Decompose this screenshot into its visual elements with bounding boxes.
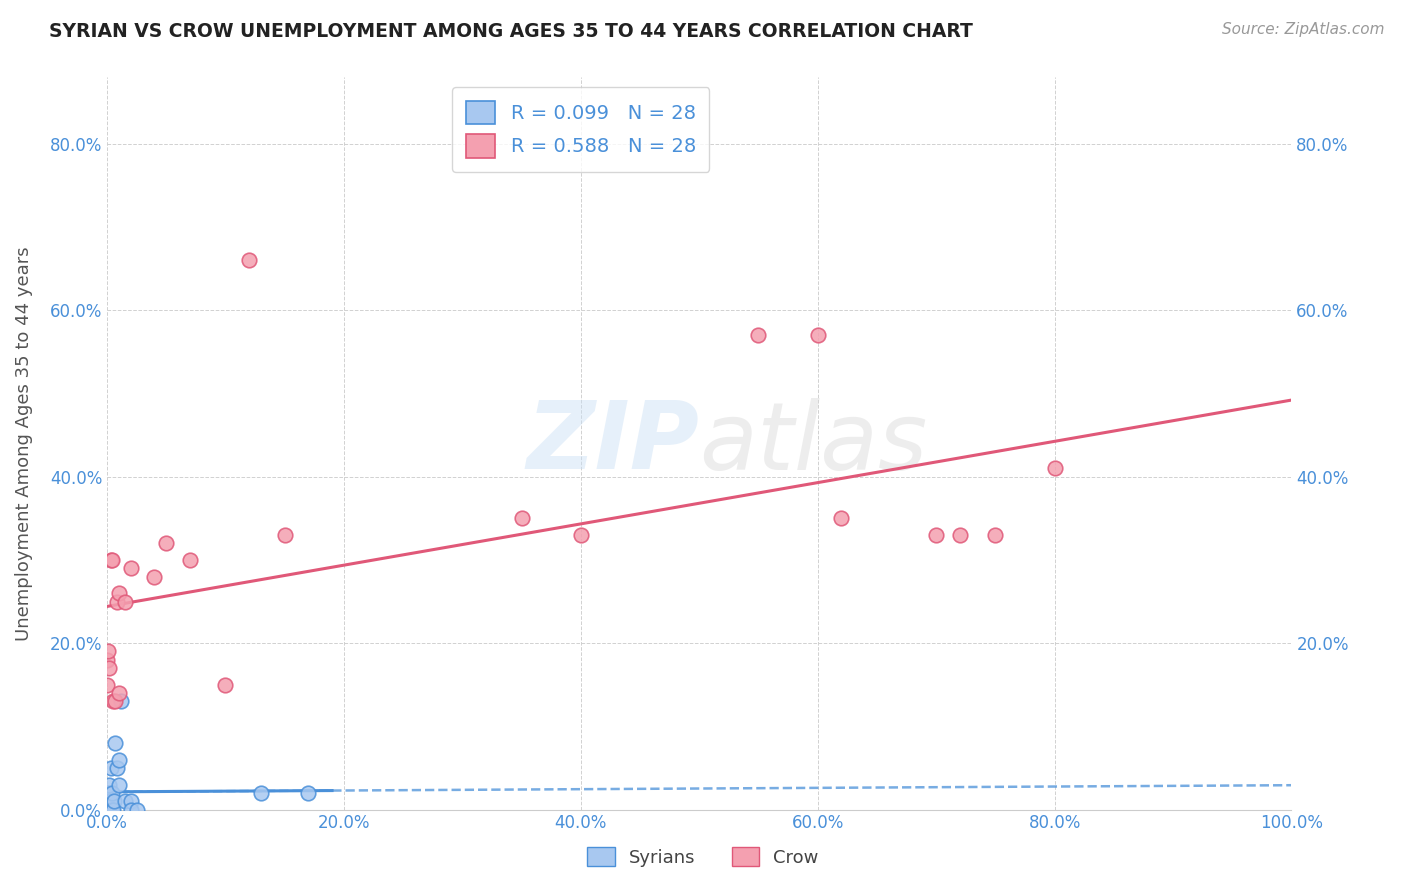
Point [114,594,136,608]
Point [96,803,118,817]
Y-axis label: Unemployment Among Ages 35 to 44 years: Unemployment Among Ages 35 to 44 years [15,246,32,640]
Text: SYRIAN VS CROW UNEMPLOYMENT AMONG AGES 35 TO 44 YEARS CORRELATION CHART: SYRIAN VS CROW UNEMPLOYMENT AMONG AGES 3… [49,22,973,41]
Point [830,511,852,525]
Point [96,794,118,808]
Text: ZIP: ZIP [526,398,699,490]
Point [120,803,142,817]
Point [569,528,592,542]
Point [96,803,118,817]
Point [114,794,136,808]
Point [949,528,972,542]
Point [100,761,122,775]
Point [103,794,125,808]
Point [98,661,121,675]
Point [143,569,166,583]
Point [104,694,127,708]
Point [155,536,177,550]
Point [96,786,118,800]
Point [510,511,533,525]
Point [97,794,120,808]
Point [120,794,142,808]
Point [97,803,120,817]
Point [108,586,131,600]
Point [101,803,124,817]
Point [98,803,121,817]
Point [100,553,122,567]
Point [250,786,273,800]
Text: Source: ZipAtlas.com: Source: ZipAtlas.com [1222,22,1385,37]
Point [100,794,122,808]
Point [100,803,122,817]
Point [273,528,295,542]
Point [105,594,128,608]
Point [214,678,236,692]
Point [297,786,319,800]
Point [984,528,1007,542]
Point [98,778,121,792]
Point [96,678,118,692]
Point [105,761,128,775]
Point [110,694,132,708]
Point [97,786,120,800]
Point [97,644,120,658]
Point [179,553,201,567]
Text: atlas: atlas [699,398,928,489]
Point [108,778,131,792]
Point [98,794,121,808]
Point [925,528,948,542]
Point [108,753,131,767]
Legend: R = 0.099   N = 28, R = 0.588   N = 28: R = 0.099 N = 28, R = 0.588 N = 28 [453,87,710,171]
Point [807,328,830,343]
Point [104,736,127,750]
Point [238,253,260,268]
Point [1043,461,1066,475]
Point [96,803,118,817]
Point [96,653,118,667]
Point [100,786,122,800]
Point [100,553,122,567]
Point [101,694,124,708]
Point [125,803,148,817]
Point [120,561,142,575]
Point [108,686,131,700]
Legend: Syrians, Crow: Syrians, Crow [581,840,825,874]
Point [747,328,769,343]
